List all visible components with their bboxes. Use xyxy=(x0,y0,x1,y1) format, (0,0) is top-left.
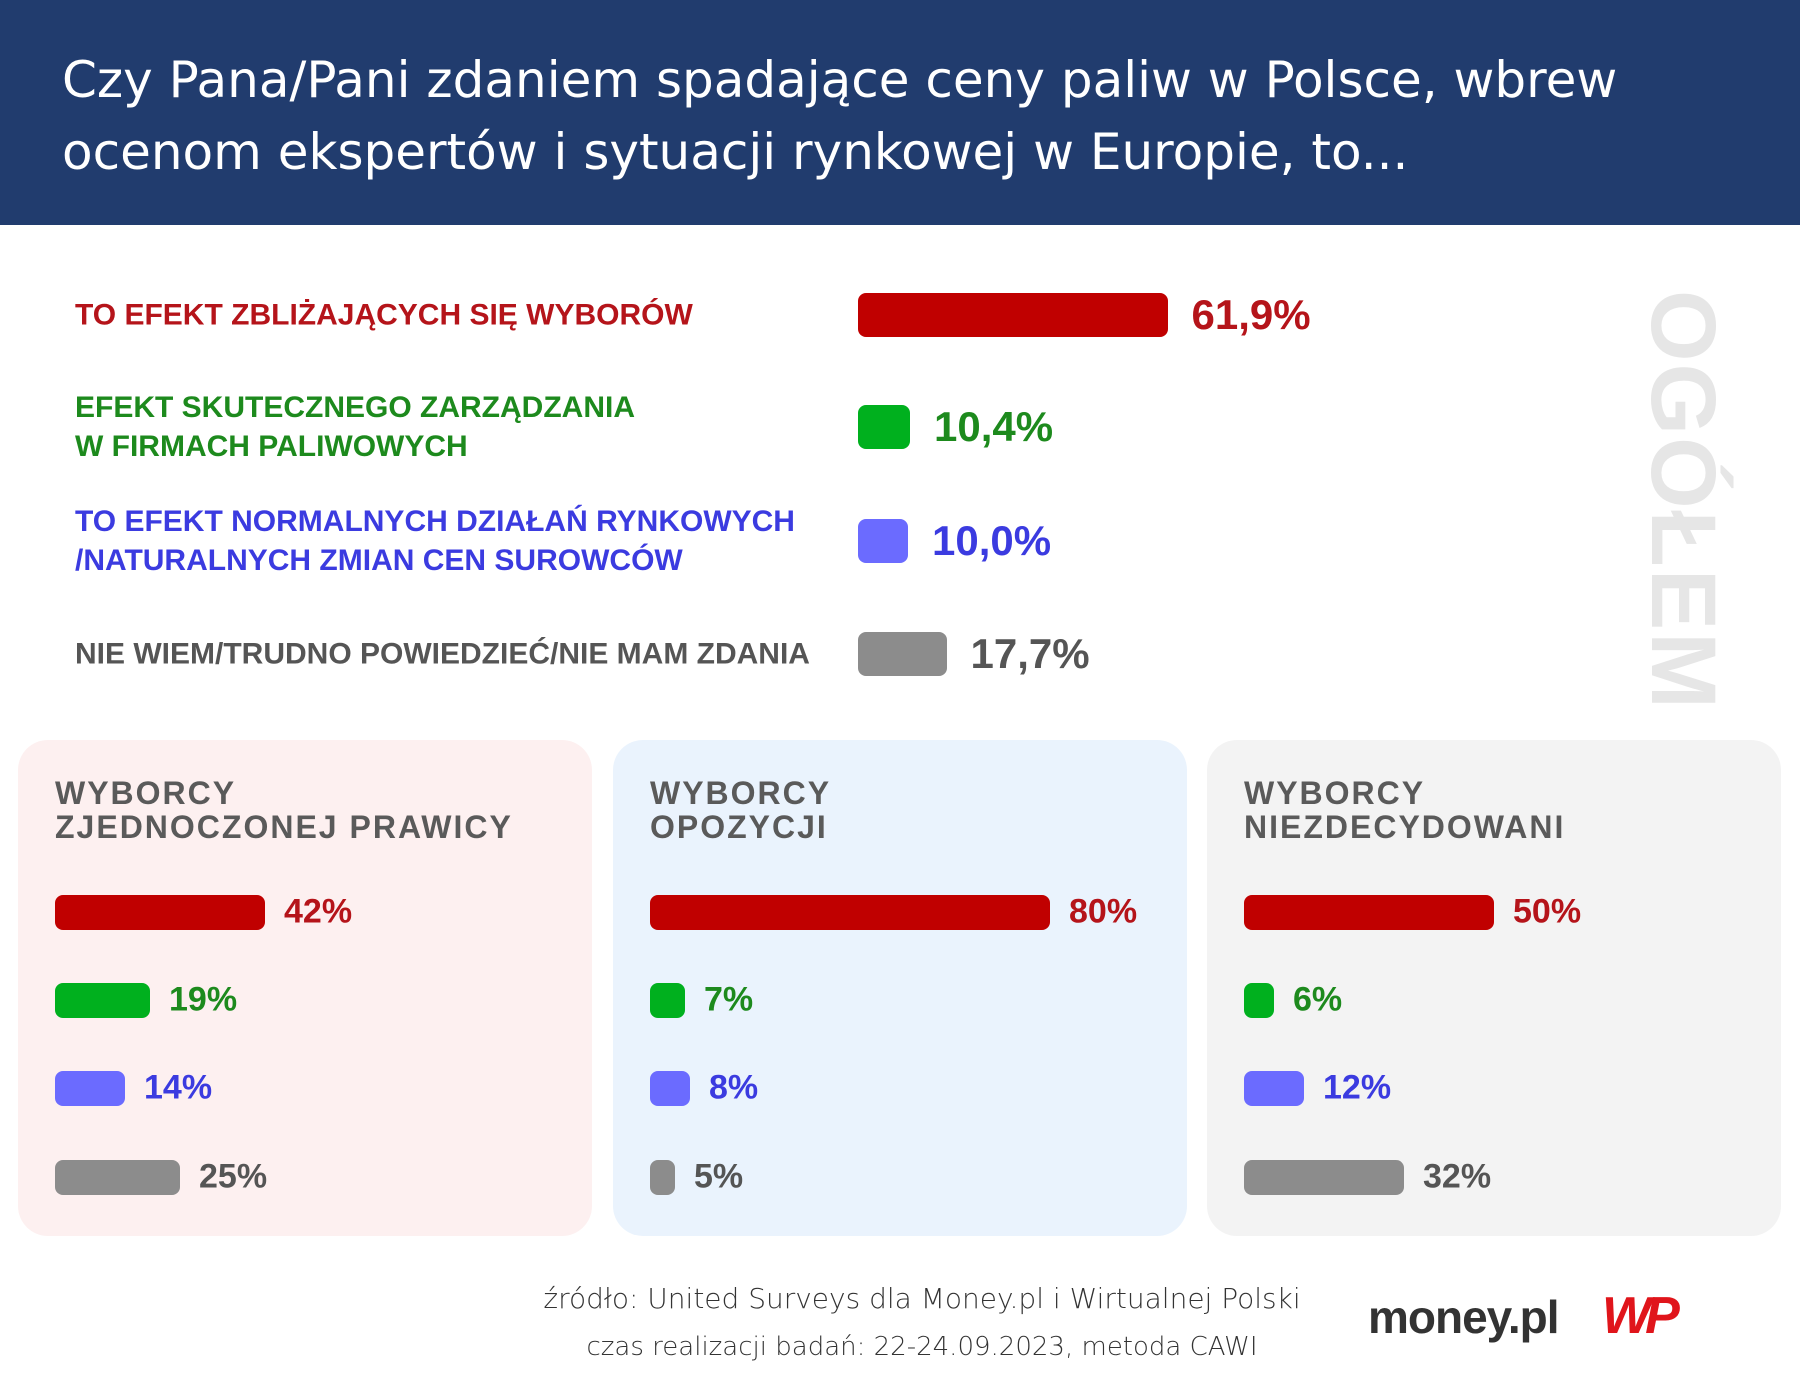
value-label: 14% xyxy=(144,1068,213,1107)
chart-title: OGÓŁEM xyxy=(1632,290,1734,711)
method: czas realizacji badań: 22-24.09.2023, me… xyxy=(586,1332,1258,1362)
panel-title: WYBORCY OPOZYCJI xyxy=(650,775,832,845)
value-label: 10,0% xyxy=(932,517,1052,564)
value-label: 61,9% xyxy=(1191,291,1311,338)
value-label: 6% xyxy=(1293,980,1343,1019)
category-label: TO EFEKT ZBLIŻAJĄCYCH SIĘ WYBORÓW xyxy=(75,298,693,332)
logo-money: money.pl xyxy=(1368,1291,1560,1343)
bar xyxy=(858,405,910,449)
value-label: 42% xyxy=(284,892,353,931)
bar xyxy=(1244,1070,1304,1106)
bar xyxy=(55,982,150,1018)
header: Czy Pana/Pani zdaniem spadające ceny pal… xyxy=(0,0,1800,225)
value-label: 5% xyxy=(694,1157,744,1196)
value-label: 8% xyxy=(709,1068,759,1107)
category-label: EFEKT SKUTECZNEGO ZARZĄDZANIA W FIRMACH … xyxy=(75,391,635,463)
value-label: 25% xyxy=(199,1157,268,1196)
bar xyxy=(650,1159,675,1195)
value-label: 17,7% xyxy=(970,630,1090,677)
bar xyxy=(858,632,947,676)
value-label: 32% xyxy=(1423,1157,1492,1196)
bar xyxy=(1244,894,1494,930)
bar xyxy=(650,982,685,1018)
value-label: 7% xyxy=(704,980,754,1019)
bar xyxy=(858,519,908,563)
bar xyxy=(55,1159,180,1195)
value-label: 12% xyxy=(1323,1068,1392,1107)
panel: WYBORCY NIEZDECYDOWANI 50% 6% 12% 32% xyxy=(1207,740,1781,1236)
bar xyxy=(858,293,1168,337)
bar xyxy=(55,894,265,930)
panel: WYBORCY OPOZYCJI 80% 7% 8% 5% xyxy=(613,740,1187,1236)
bar xyxy=(55,1070,125,1106)
panel-title: WYBORCY ZJEDNOCZONEJ PRAWICY xyxy=(55,775,513,845)
panel-title: WYBORCY NIEZDECYDOWANI xyxy=(1244,775,1566,845)
bar xyxy=(1244,1159,1404,1195)
value-label: 80% xyxy=(1069,892,1138,931)
value-label: 19% xyxy=(169,980,238,1019)
bar xyxy=(650,894,1050,930)
value-label: 10,4% xyxy=(934,403,1054,450)
bar xyxy=(1244,982,1274,1018)
title: Czy Pana/Pani zdaniem spadające ceny pal… xyxy=(62,51,1618,181)
panel: WYBORCY ZJEDNOCZONEJ PRAWICY 42% 19% 14% 25% xyxy=(18,740,592,1236)
source: źródło: United Surveys dla Money.pl i Wi… xyxy=(543,1282,1301,1315)
bar xyxy=(650,1070,690,1106)
category-label: TO EFEKT NORMALNYCH DZIAŁAŃ RYNKOWYCH /N… xyxy=(75,505,795,577)
logo-wp: WP xyxy=(1602,1287,1680,1345)
category-label: NIE WIEM/TRUDNO POWIEDZIEĆ/NIE MAM ZDANI… xyxy=(75,637,810,671)
value-label: 50% xyxy=(1513,892,1582,931)
